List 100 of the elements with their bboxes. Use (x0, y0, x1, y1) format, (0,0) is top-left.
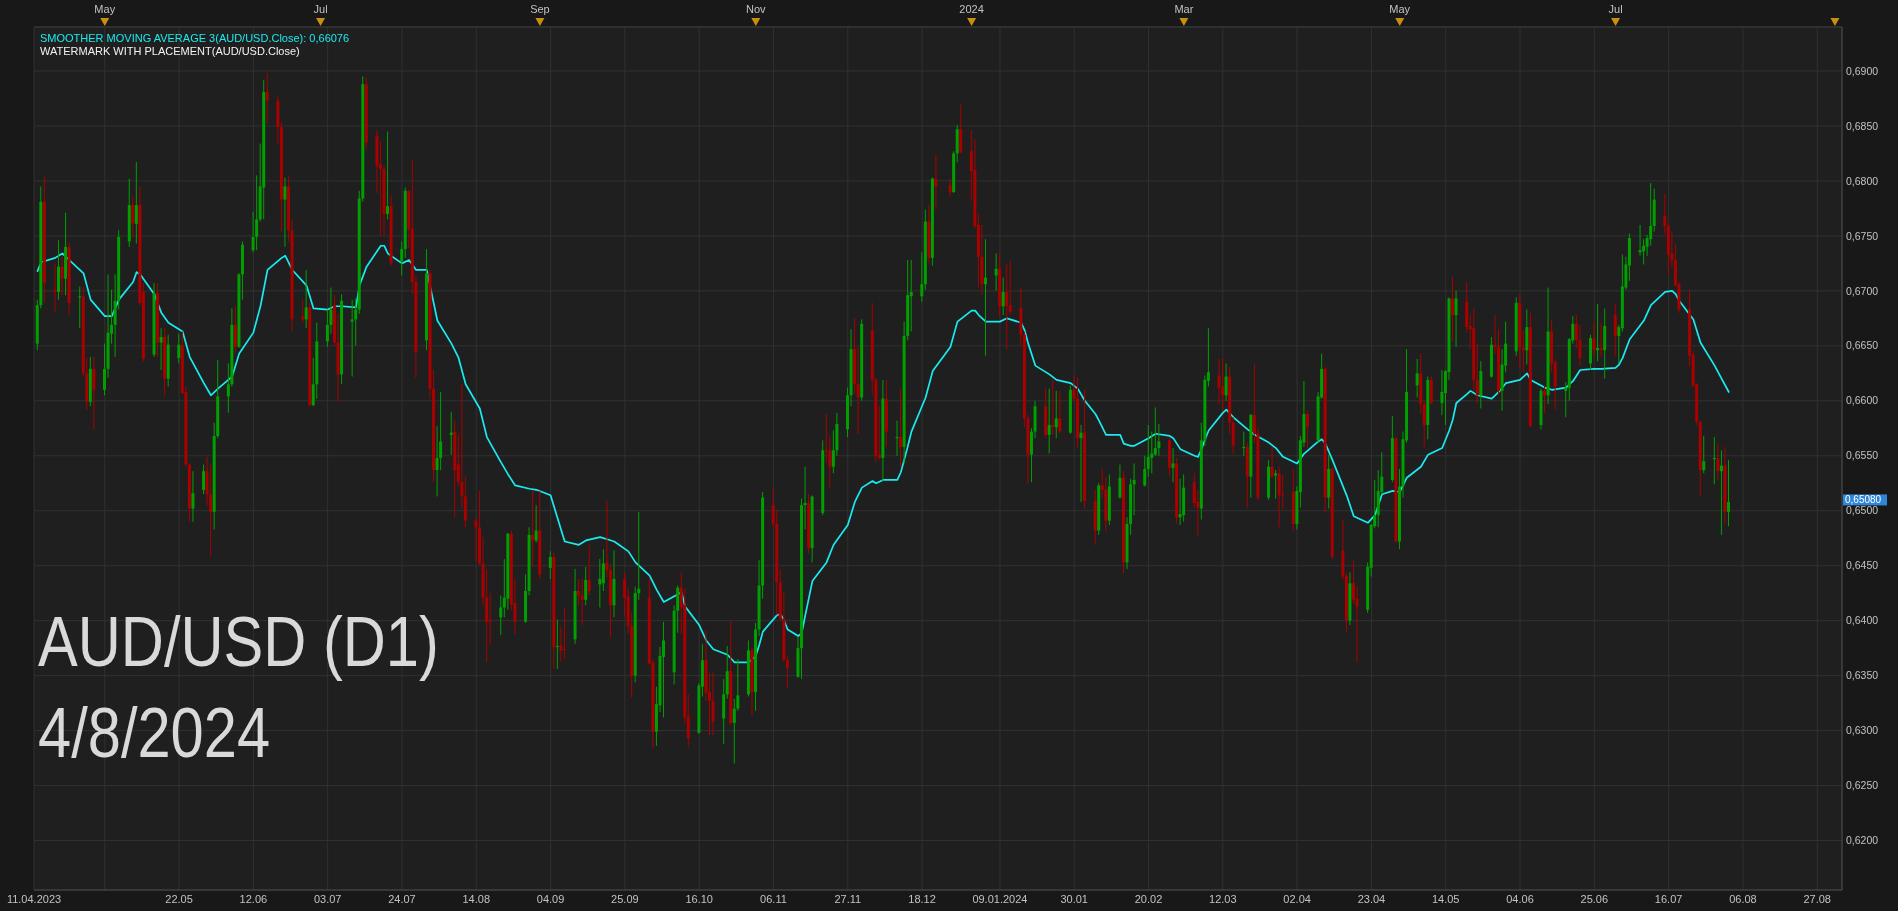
candlestick (1001, 277, 1005, 316)
candlestick (1231, 416, 1235, 455)
x-tick-label: 24.07 (388, 893, 416, 905)
candlestick (1663, 193, 1667, 235)
x2-tick-label: Jul (1608, 3, 1623, 15)
x-tick-label: 03.07 (313, 893, 342, 905)
candlestick (601, 548, 605, 592)
candlestick (1454, 290, 1458, 348)
candlestick (711, 671, 715, 736)
y-tick-label: 0,6200 (1846, 834, 1879, 847)
candlestick (1475, 343, 1479, 404)
x2-tick-label: 2024 (959, 3, 984, 15)
x2-tick-label: May (94, 3, 116, 15)
candlestick (191, 470, 195, 523)
candlestick (60, 256, 64, 296)
text: 0,65080 (1845, 494, 1882, 506)
candlestick (948, 178, 952, 197)
candlestick (159, 327, 163, 371)
candlestick (301, 299, 305, 324)
candlestick (555, 619, 559, 670)
y-tick-label: 0,6400 (1846, 614, 1879, 627)
candlestick (959, 103, 963, 154)
y-tick-label: 0,6800 (1846, 174, 1879, 187)
candlestick (283, 177, 287, 248)
candlestick (499, 594, 503, 636)
x-tick-label: 27.11 (834, 893, 862, 905)
candlestick (400, 240, 404, 276)
candlestick (1281, 475, 1285, 510)
candlestick (1451, 276, 1455, 342)
candlestick (994, 252, 998, 292)
candlestick (587, 544, 591, 596)
x-tick-label: 06.08 (1729, 893, 1757, 905)
candlestick (899, 388, 903, 468)
x-tick-label: 14.08 (462, 893, 491, 905)
x-tick-label: 14.05 (1431, 893, 1460, 905)
x-tick-label: 11.04.2023 (6, 893, 62, 905)
y-tick-label: 0,6500 (1846, 504, 1879, 517)
candlestick (1613, 303, 1617, 357)
candlestick (856, 346, 860, 435)
y-tick-label: 0,6300 (1846, 724, 1879, 737)
candlestick (1242, 431, 1246, 457)
x-tick-label: 09.01.2024 (972, 893, 1028, 905)
y-tick-label: 0,6550 (1846, 449, 1879, 462)
candlestick (580, 578, 584, 626)
candlestick (785, 655, 789, 690)
x-tick-label: 20.02 (1134, 893, 1163, 905)
candlestick (534, 504, 538, 544)
candlestick (1153, 406, 1157, 457)
candlestick (177, 333, 181, 364)
candlestick (984, 238, 987, 357)
candlestick (920, 251, 924, 303)
candlestick (265, 72, 269, 125)
candlestick (1221, 358, 1225, 413)
x-tick-label: 04.09 (536, 893, 565, 905)
x-tick-label: 16.07 (1654, 893, 1683, 905)
candlestick (233, 305, 237, 355)
candlestick (1564, 381, 1568, 418)
x-tick-label: 16.10 (685, 893, 713, 905)
x2-tick-label: May (1389, 3, 1411, 15)
x-tick-label: 22.05 (165, 893, 193, 905)
candlestick (662, 621, 666, 718)
x-tick-label: 18.12 (908, 893, 936, 905)
candlestick (598, 558, 602, 608)
candlestick (202, 464, 206, 495)
candlestick (1118, 464, 1122, 500)
text: AUD/USD (D1) (38, 602, 439, 682)
x-tick-label: 04.06 (1506, 893, 1534, 905)
x2-tick-label: Jul (313, 3, 328, 15)
y-tick-label: 0,6700 (1846, 284, 1879, 297)
candlestick (92, 356, 96, 430)
candlestick (1727, 459, 1731, 527)
candlestick (895, 420, 899, 457)
candlestick (1274, 469, 1278, 500)
y-tick-label: 0,6250 (1846, 779, 1879, 792)
x-tick-label: 06.11 (760, 893, 787, 905)
candlestick (909, 259, 913, 333)
y-tick-label: 0,6900 (1846, 64, 1879, 77)
candlestick (725, 645, 729, 700)
candlestick (1178, 478, 1182, 526)
y-tick-label: 0,6650 (1846, 339, 1879, 352)
candlestick (1143, 455, 1147, 488)
candlestick (255, 174, 259, 251)
y-tick-label: 0,6850 (1846, 119, 1879, 132)
candlestick (1712, 436, 1716, 485)
candlestick (1224, 362, 1228, 402)
candlestick (1716, 443, 1720, 481)
candlestick (824, 413, 828, 463)
candlestick (1146, 424, 1150, 478)
candlestick (934, 154, 938, 210)
candlestick (1054, 390, 1058, 439)
candlestick (1440, 369, 1444, 416)
text: 4/8/2024 (38, 693, 271, 773)
annotation: WATERMARK WITH PLACEMENT(AUD/USD.Close) (40, 45, 300, 57)
candlestick (1543, 384, 1547, 414)
y-tick-label: 0,6450 (1846, 559, 1879, 572)
candlestick (1525, 309, 1529, 365)
candlestick (584, 566, 588, 606)
x2-tick-label: Mar (1174, 3, 1194, 15)
x-tick-label: 12.03 (1209, 893, 1237, 905)
candlestick (562, 606, 566, 660)
